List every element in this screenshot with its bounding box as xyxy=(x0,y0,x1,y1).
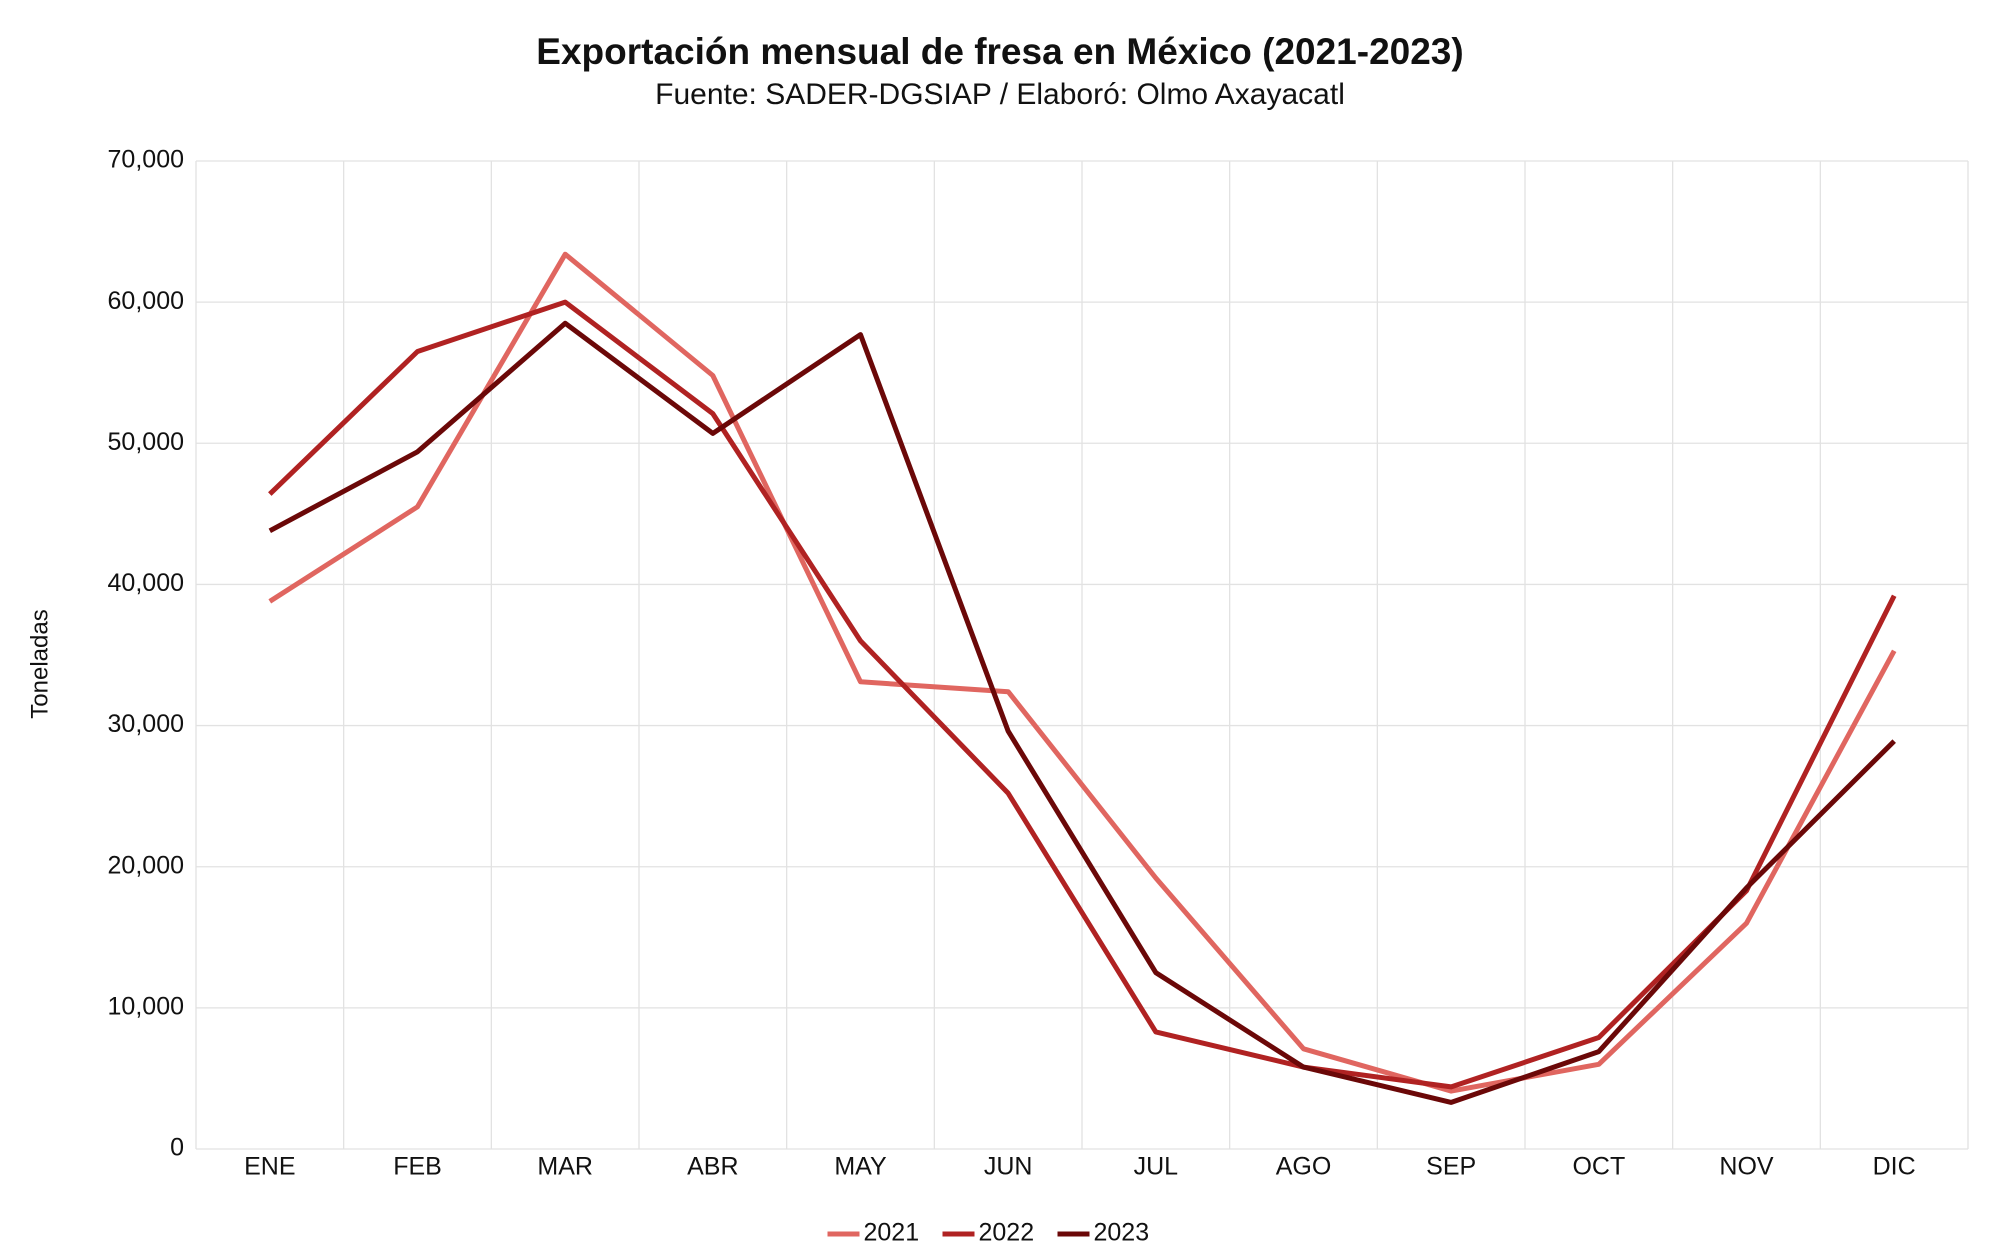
y-tick-label: 60,000 xyxy=(108,287,184,315)
legend-label: 2022 xyxy=(979,1219,1035,1247)
y-tick-label: 70,000 xyxy=(108,146,184,174)
legend-label: 2023 xyxy=(1094,1219,1150,1247)
y-tick-label: 40,000 xyxy=(108,569,184,597)
y-tick-label: 0 xyxy=(170,1134,184,1162)
chart-subtitle: Fuente: SADER-DGSIAP / Elaboró: Olmo Axa… xyxy=(655,78,1345,111)
series-line xyxy=(268,299,1897,1090)
x-tick-label: OCT xyxy=(1572,1153,1625,1181)
x-tick-label: AGO xyxy=(1276,1153,1332,1181)
y-tick-label: 20,000 xyxy=(108,851,184,879)
x-tick-label: NOV xyxy=(1719,1153,1774,1181)
y-axis-label: Toneladas xyxy=(26,609,53,718)
x-tick-label: MAR xyxy=(537,1153,593,1181)
y-tick-label: 10,000 xyxy=(108,992,184,1020)
x-tick-label: JUN xyxy=(984,1153,1033,1181)
y-tick-label: 30,000 xyxy=(108,710,184,738)
x-tick-label: SEP xyxy=(1426,1153,1476,1181)
x-tick-label: DIC xyxy=(1873,1153,1916,1181)
series-line xyxy=(268,251,1897,1094)
x-tick-label: MAY xyxy=(834,1153,887,1181)
x-tick-label: ENE xyxy=(244,1153,295,1181)
x-tick-label: ABR xyxy=(687,1153,738,1181)
x-tick-label: FEB xyxy=(393,1153,442,1181)
y-tick-label: 50,000 xyxy=(108,428,184,456)
chart-title: Exportación mensual de fresa en México (… xyxy=(536,31,1463,72)
series-line xyxy=(268,320,1896,1105)
legend-label: 2021 xyxy=(864,1219,920,1247)
x-tick-label: JUL xyxy=(1134,1153,1179,1181)
